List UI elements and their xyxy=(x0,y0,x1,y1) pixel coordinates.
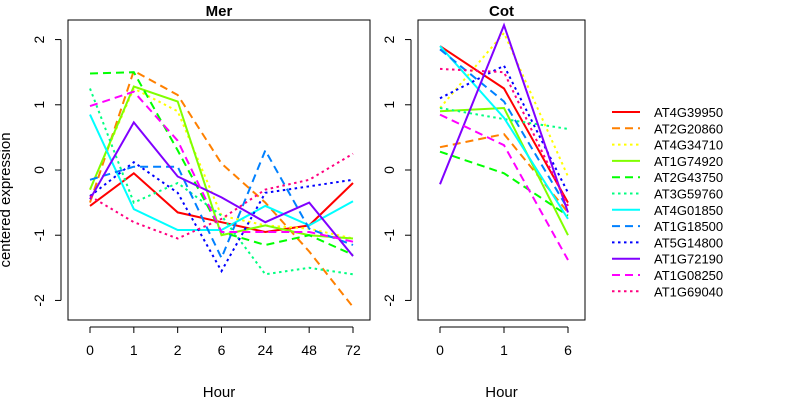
legend-label: AT4G34710 xyxy=(654,138,723,153)
series-line-at4g01850 xyxy=(439,45,569,220)
series-line-at1g08250 xyxy=(439,113,569,261)
series-line-at1g08250 xyxy=(89,90,354,243)
legend-label: AT2G43750 xyxy=(654,170,723,185)
legend-item: AT4G34710 xyxy=(612,138,723,153)
legend-label: AT1G08250 xyxy=(654,268,723,283)
series-line-at1g74920 xyxy=(439,106,569,236)
series-line-at1g74920 xyxy=(89,85,354,240)
legend-item: AT3G59760 xyxy=(612,187,723,202)
x-tick-label: 1 xyxy=(130,342,138,358)
panel-mer: Mer 0 1 2 6 24 48 72 Hour -2 -1 0 1 2 xyxy=(31,3,371,400)
legend-item: AT1G69040 xyxy=(612,284,723,299)
series-line-at1g18500 xyxy=(439,48,569,210)
legend-item: AT4G01850 xyxy=(612,203,723,218)
legend-item: AT1G08250 xyxy=(612,268,723,283)
x-tick-label: 24 xyxy=(258,342,274,358)
legend-item: AT2G43750 xyxy=(612,170,723,185)
legend-item: AT1G72190 xyxy=(612,252,723,267)
legend-label: AT5G14800 xyxy=(654,235,723,250)
series-line-at5g14800 xyxy=(89,160,354,274)
series-line-at3g59760 xyxy=(89,88,354,276)
x-tick-label: 48 xyxy=(301,342,317,358)
legend-item: AT5G14800 xyxy=(612,235,723,250)
legend-label: AT4G01850 xyxy=(654,203,723,218)
x-tick-label: 6 xyxy=(218,342,226,358)
y-tick-label: 1 xyxy=(381,101,397,109)
legend-label: AT2G20860 xyxy=(654,121,723,136)
legend-item: AT4G39950 xyxy=(612,105,723,120)
legend-label: AT1G74920 xyxy=(654,154,723,169)
x-tick-label: 0 xyxy=(86,342,94,358)
series-line-at1g69040 xyxy=(89,152,354,240)
legend-label: AT3G59760 xyxy=(654,187,723,202)
x-tick-label: 6 xyxy=(564,342,572,358)
x-axis-title: Hour xyxy=(485,384,518,400)
series-line-at1g72190 xyxy=(89,120,354,257)
y-tick-label: -1 xyxy=(381,229,397,242)
legend-label: AT1G18500 xyxy=(654,219,723,234)
series-line-at1g18500 xyxy=(89,148,354,261)
plot-frame xyxy=(417,19,586,321)
y-tick-label: 0 xyxy=(381,166,397,174)
series-line-at2g20860 xyxy=(89,69,354,308)
x-tick-label: 2 xyxy=(174,342,182,358)
chart-panels: Mer 0 1 2 6 24 48 72 Hour -2 -1 0 1 2 Cot 0 1 6 Hour -2 -1 0 1… xyxy=(31,3,586,400)
x-tick-label: 72 xyxy=(345,342,361,358)
legend-label: AT1G69040 xyxy=(654,284,723,299)
y-tick-label: 2 xyxy=(381,35,397,43)
legend-item: AT1G18500 xyxy=(612,219,723,234)
plot-frame xyxy=(67,19,371,321)
series-line-at1g72190 xyxy=(439,22,569,213)
panel-cot: Cot 0 1 6 Hour -2 -1 0 1 2 xyxy=(381,3,586,400)
x-tick-label: 0 xyxy=(436,342,444,358)
x-axis-title: Hour xyxy=(203,384,236,400)
panel-title: Cot xyxy=(489,3,514,20)
legend-label: AT4G39950 xyxy=(654,105,723,120)
series-line-at2g43750 xyxy=(439,150,569,217)
legend-item: AT2G20860 xyxy=(612,121,723,136)
y-tick-label: 0 xyxy=(31,166,47,174)
y-axis-title: centered expression xyxy=(0,132,14,267)
legend-label: AT1G72190 xyxy=(654,252,723,267)
series-line-at4g39950 xyxy=(439,45,569,204)
x-tick-label: 1 xyxy=(500,342,508,358)
y-tick-label: -2 xyxy=(381,294,397,307)
series-line-at4g34710 xyxy=(89,87,354,240)
y-tick-label: 2 xyxy=(31,35,47,43)
series-line-at1g69040 xyxy=(439,67,569,207)
legend-item: AT1G74920 xyxy=(612,154,723,169)
y-tick-label: -1 xyxy=(31,229,47,242)
series-line-at3g59760 xyxy=(439,107,569,130)
y-tick-label: -2 xyxy=(31,294,47,307)
y-tick-label: 1 xyxy=(31,101,47,109)
panel-title: Mer xyxy=(206,3,233,20)
